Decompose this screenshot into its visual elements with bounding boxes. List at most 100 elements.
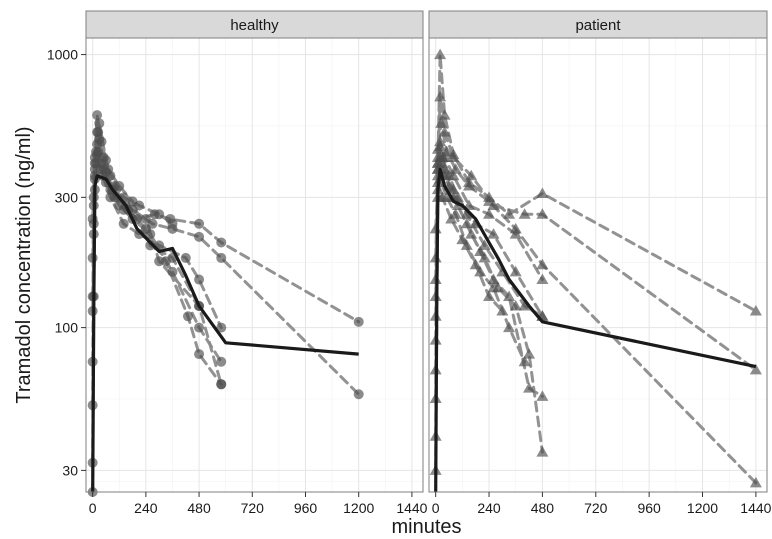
data-point bbox=[503, 208, 516, 219]
mean-line bbox=[91, 174, 359, 493]
panel-healthy: healthy 0 240 480 720 960 1200 1440 30 100 300 1000 bbox=[47, 10, 428, 516]
data-point bbox=[216, 379, 227, 390]
data-point bbox=[438, 109, 451, 120]
data-point bbox=[483, 290, 496, 302]
data-point bbox=[194, 349, 205, 360]
data-point bbox=[487, 281, 500, 293]
x-tick-label: 0 bbox=[432, 500, 440, 516]
data-point bbox=[118, 218, 129, 229]
data-point bbox=[509, 299, 522, 311]
data-point bbox=[509, 265, 522, 277]
data-point bbox=[474, 245, 487, 257]
data-point bbox=[194, 274, 205, 285]
data-point bbox=[105, 192, 116, 203]
data-point bbox=[523, 348, 536, 359]
data-point bbox=[465, 169, 478, 181]
x-axis-title: minutes bbox=[391, 516, 461, 538]
data-point bbox=[167, 218, 178, 229]
data-point bbox=[460, 217, 473, 229]
panel-border bbox=[85, 37, 424, 493]
data-point bbox=[496, 305, 509, 316]
panel-background bbox=[429, 38, 767, 492]
data-point bbox=[93, 127, 104, 138]
data-point bbox=[483, 195, 496, 206]
x-tick-label: 1200 bbox=[343, 500, 374, 516]
data-point bbox=[431, 151, 444, 162]
subject-dashed-line bbox=[434, 95, 758, 438]
data-point bbox=[216, 322, 227, 333]
data-point bbox=[216, 356, 227, 367]
data-point bbox=[435, 117, 448, 128]
data-point bbox=[518, 208, 531, 219]
data-point bbox=[180, 252, 191, 263]
x-tick-label: 720 bbox=[241, 500, 265, 516]
data-point bbox=[518, 355, 531, 367]
data-point bbox=[463, 180, 476, 191]
data-point bbox=[503, 290, 516, 302]
y-tick-label: 300 bbox=[55, 189, 79, 205]
x-tick-label: 240 bbox=[477, 500, 501, 516]
data-point bbox=[487, 273, 500, 285]
subject-dashed-line bbox=[434, 53, 758, 472]
data-point bbox=[536, 187, 549, 198]
data-point bbox=[94, 118, 105, 129]
data-point bbox=[503, 321, 516, 333]
data-point bbox=[474, 265, 487, 277]
data-point bbox=[438, 126, 451, 137]
data-point bbox=[114, 181, 125, 192]
data-point bbox=[536, 258, 549, 270]
data-point bbox=[536, 390, 549, 401]
data-point bbox=[456, 233, 469, 245]
data-point bbox=[445, 212, 458, 224]
x-tick-label: 240 bbox=[134, 500, 158, 516]
data-point bbox=[536, 273, 549, 285]
data-point bbox=[194, 218, 205, 229]
y-tick-label: 100 bbox=[55, 320, 79, 336]
data-point bbox=[194, 231, 205, 242]
panel-background bbox=[86, 38, 423, 492]
x-tick-label: 1440 bbox=[396, 500, 427, 516]
data-point bbox=[96, 136, 107, 147]
data-point bbox=[216, 237, 227, 248]
data-point bbox=[749, 476, 762, 488]
data-point bbox=[518, 299, 531, 311]
data-point bbox=[465, 228, 478, 239]
data-point bbox=[509, 228, 522, 239]
data-point bbox=[509, 222, 522, 234]
x-tick-label: 960 bbox=[294, 500, 318, 516]
data-point bbox=[749, 305, 762, 316]
data-point bbox=[478, 239, 491, 250]
data-point bbox=[434, 140, 447, 152]
data-point bbox=[89, 152, 100, 163]
x-tick-label: 960 bbox=[637, 500, 661, 516]
data-point bbox=[447, 151, 460, 162]
x-tick-label: 1440 bbox=[740, 500, 771, 516]
data-point bbox=[469, 258, 482, 270]
data-point bbox=[536, 208, 549, 219]
x-tick-label: 480 bbox=[187, 500, 211, 516]
data-point bbox=[89, 164, 100, 175]
mean-line bbox=[434, 167, 757, 493]
data-point bbox=[154, 209, 165, 220]
data-point bbox=[460, 208, 473, 219]
data-point bbox=[523, 382, 536, 393]
data-point bbox=[434, 48, 447, 60]
data-point bbox=[182, 311, 193, 322]
data-point bbox=[127, 196, 138, 207]
x-tick-label: 1200 bbox=[687, 500, 718, 516]
data-point bbox=[167, 266, 178, 277]
data-point bbox=[147, 218, 158, 229]
data-point bbox=[353, 389, 364, 400]
panel-patient: patient 0 240 480 720 960 1200 1440 bbox=[428, 10, 772, 516]
data-point bbox=[478, 251, 491, 263]
x-tick-label: 720 bbox=[584, 500, 608, 516]
data-point bbox=[483, 208, 496, 219]
y-tick-label: 1000 bbox=[47, 47, 78, 63]
x-tick-label: 480 bbox=[531, 500, 555, 516]
data-point bbox=[487, 228, 500, 239]
data-point bbox=[103, 164, 114, 175]
data-point bbox=[536, 446, 549, 457]
data-point bbox=[436, 157, 449, 168]
panel-strip bbox=[85, 10, 424, 39]
